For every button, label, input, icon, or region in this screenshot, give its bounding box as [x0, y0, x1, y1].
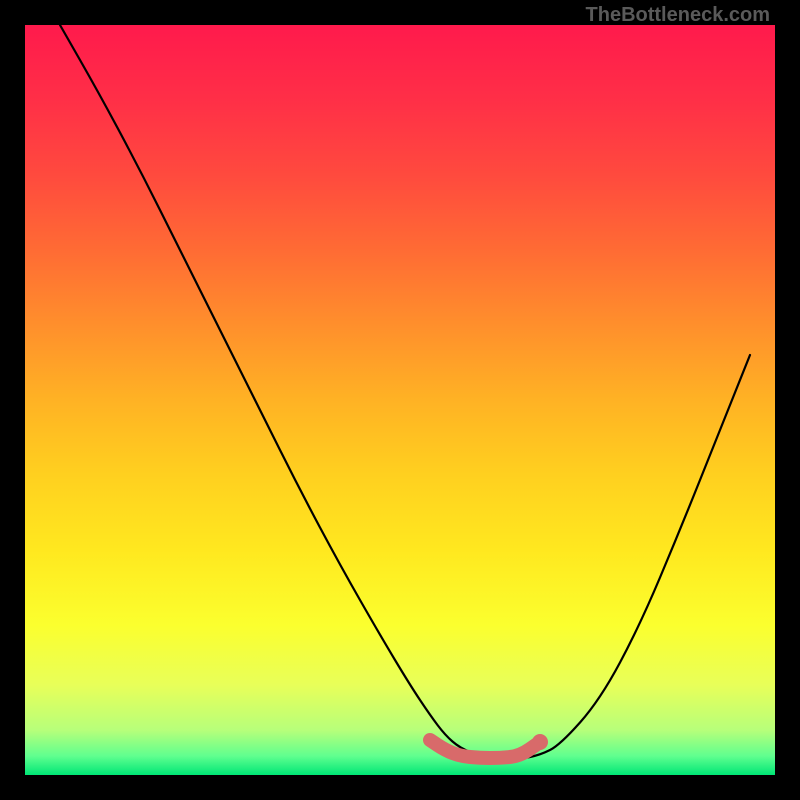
chart-container: TheBottleneck.com: [0, 0, 800, 800]
bottleneck-chart: [0, 0, 800, 800]
trough-end-dot: [532, 734, 548, 750]
plot-background: [25, 25, 775, 775]
